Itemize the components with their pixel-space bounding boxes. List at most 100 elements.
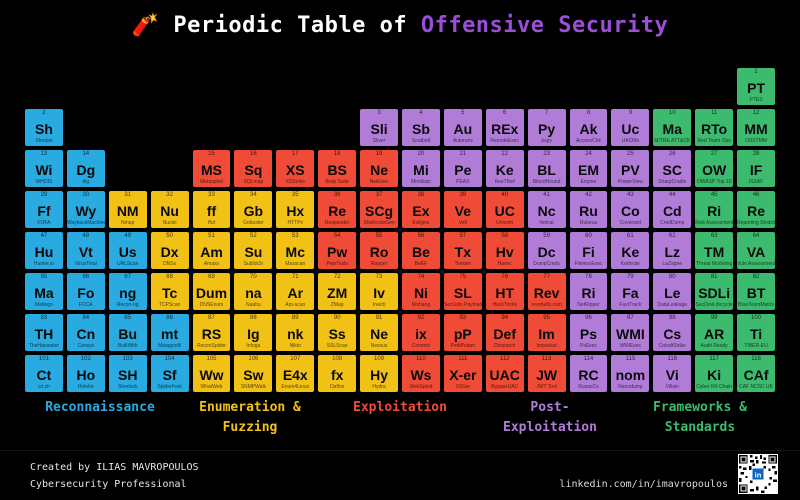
element-tool: JWT Tool — [536, 384, 557, 390]
element-sym: WMI — [616, 325, 645, 342]
element-num: 97 — [627, 315, 634, 321]
element-tool: Hydra — [372, 384, 386, 390]
element-tile-uac: 112 UAC BypassUAC — [485, 355, 524, 392]
element-tile-dg: 14 Dg dig — [66, 150, 105, 187]
element-num: 68 — [166, 274, 173, 280]
element-tile-ro: 55 Ro Ropper — [360, 232, 398, 269]
element-tile-re: 36 Re Responder — [318, 191, 357, 228]
element-num: 74 — [417, 274, 425, 280]
element-tile-iv: 73 Iv Invicti — [360, 273, 398, 310]
element-num: 51 — [208, 233, 215, 239]
element-sym: Sw — [243, 366, 264, 383]
element-tool: RemoteExec — [490, 138, 520, 144]
element-sym: NM — [116, 202, 139, 219]
element-tool: Toxssin — [454, 261, 472, 267]
element-num: 81 — [710, 274, 718, 280]
element-sym: Im — [538, 325, 555, 342]
element-tool: Nuclei — [162, 220, 177, 226]
element-sym: X-er — [449, 366, 477, 383]
element-tile-pt: 1 PT PTES — [737, 68, 775, 105]
element-tool: TIBER-EU — [744, 343, 768, 349]
element-tool: WMIExec — [619, 343, 642, 349]
element-num: 63 — [710, 233, 718, 239]
element-tile-uc: 9 Uc UACMe — [611, 109, 650, 146]
element-tool: Hunter.io — [33, 261, 54, 267]
element-num: 96 — [585, 315, 592, 321]
element-tile-ng: 67 ng Recon-ng — [108, 273, 147, 310]
element-tool: Dirsearch — [494, 343, 516, 349]
element-tile-am: 51 Am Amass — [192, 232, 231, 269]
element-tile-nom: 115 nom Nanodump — [611, 355, 650, 392]
element-num: 31 — [124, 192, 132, 198]
element-tool: Reporting Stndrds — [737, 220, 775, 226]
element-tool: Empire — [580, 179, 597, 185]
element-tile-vt: 48 Vt VirusTotal — [66, 232, 105, 269]
element-tool: DataLeakage — [657, 302, 688, 308]
element-tool: WhatWeb — [200, 384, 223, 390]
element-sym: Vi — [665, 366, 679, 383]
element-tool: Audit Ready — [700, 343, 728, 349]
element-tool: Invicti — [372, 302, 386, 308]
element-sym: Ro — [369, 243, 389, 260]
element-num: 116 — [667, 356, 678, 362]
element-sym: Le — [664, 284, 681, 301]
legend-enumeration: Enumeration & Fuzzing — [199, 400, 301, 435]
element-tile-rs: 87 RS ReconSpider — [192, 314, 231, 351]
element-num: 46 — [752, 192, 760, 198]
element-tool: MITRE ATT&CK — [654, 138, 691, 144]
element-tool: BypassUAC — [491, 384, 519, 390]
element-sym: Ma — [662, 120, 682, 137]
element-tile-ar: 71 Ar Arp-scan — [276, 273, 315, 310]
element-tool: Shodan — [35, 138, 53, 144]
element-tile-mc: 53 Mc Masscan — [276, 232, 315, 269]
element-num: 91 — [375, 315, 383, 321]
element-sym: MS — [200, 161, 222, 178]
element-tile-nc: 41 Nc Netcat — [527, 191, 566, 228]
element-sym: Dc — [537, 243, 556, 260]
element-sym: Ak — [579, 120, 598, 137]
element-sym: RTo — [701, 120, 728, 137]
element-num: 72 — [333, 274, 341, 280]
element-tile-zm: 72 ZM ZMap — [318, 273, 357, 310]
element-tool: CobaltStrike — [658, 343, 686, 349]
element-tile-jw: 113 JW JWT Tool — [527, 355, 566, 392]
element-tile-ke: 61 Ke Kerbrute — [611, 232, 650, 269]
element-tool: crt.sh — [37, 384, 51, 390]
element-sym: MM — [744, 120, 768, 137]
element-tile-bu: 85 Bu BuiltWith — [108, 314, 147, 351]
element-tile-fo: 66 Fo FOCA — [66, 273, 105, 310]
element-tile-ig: 88 Ig Infoga — [234, 314, 273, 351]
element-sym: EM — [577, 161, 599, 178]
element-tool: Sublist3r — [243, 261, 264, 267]
element-tool: PetitPotam — [450, 343, 476, 349]
element-num: 23 — [543, 151, 550, 157]
element-sym: Fi — [582, 243, 595, 260]
element-sym: Fa — [622, 284, 639, 301]
element-tile-ps: 96 Ps PsExec — [569, 314, 608, 351]
element-num: 45 — [710, 192, 718, 198]
element-tile-xs: 17 XS XSStrike — [276, 150, 315, 187]
element-num: 18 — [333, 151, 341, 157]
element-num: 33 — [208, 192, 215, 198]
element-tool: Naabu — [246, 302, 261, 308]
element-num: 40 — [501, 192, 509, 198]
element-tile-ak: 8 Ak AccessChk — [569, 109, 608, 146]
element-sym: Lz — [664, 243, 681, 260]
element-sym: Mi — [413, 161, 429, 178]
element-num: 39 — [459, 192, 467, 198]
element-tool: Recon-ng — [116, 302, 139, 308]
element-sym: nom — [615, 366, 646, 383]
element-tool: Nikto — [289, 343, 301, 349]
element-tile-ct: 101 Ct crt.sh — [25, 355, 63, 392]
element-sym: Ni — [413, 284, 428, 301]
element-num: 19 — [375, 151, 383, 157]
element-tool: KeeThief — [494, 179, 515, 185]
category-legend: Reconnaissance Enumeration & Fuzzing Explo… — [25, 398, 775, 437]
element-sym: ng — [119, 284, 137, 301]
element-tile-tx: 57 Tx Toxssin — [443, 232, 482, 269]
element-tool: PowerView — [617, 179, 643, 185]
element-num: 65 — [40, 274, 48, 280]
element-tool: BeEF — [414, 261, 428, 267]
element-tool: Unicorn — [496, 220, 514, 226]
element-tool: WebSploit — [409, 384, 433, 390]
